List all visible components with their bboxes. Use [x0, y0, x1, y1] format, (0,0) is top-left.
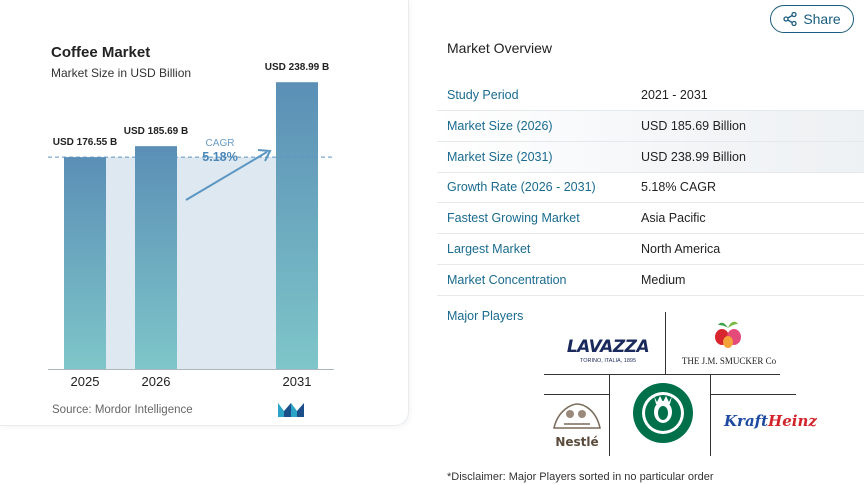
kraft-heinz-logo: KraftHeinz: [724, 412, 817, 430]
cagr-label: CAGR: [206, 138, 235, 149]
market-size-chart: USD 176.55 B USD 185.69 B USD 238.99 B 2025…: [48, 62, 334, 389]
overview-key[interactable]: Growth Rate (2026 - 2031): [447, 180, 596, 194]
divider: [609, 374, 610, 456]
overview-key[interactable]: Largest Market: [447, 242, 531, 256]
overview-value: North America: [641, 242, 721, 256]
overview-value: USD 238.99 Billion: [641, 150, 746, 164]
value-label-2031: USD 238.99 B: [265, 62, 329, 73]
overview-key[interactable]: Market Size (2031): [447, 150, 553, 164]
smucker-strawberry-icon: [715, 321, 741, 348]
overview-value: USD 185.69 Billion: [641, 119, 746, 133]
nestle-logo: Nestlé: [548, 398, 606, 450]
overview-value: 5.18% CAGR: [641, 180, 717, 194]
smucker-wordmark: THE J.M. SMUCKER Co: [681, 356, 777, 366]
tick-label-2031: 2031: [283, 374, 312, 389]
nestle-nest-icon: [553, 403, 601, 429]
overview-row: Market Size (2026) USD 185.69 Billion: [437, 111, 864, 142]
chart-source: Source: Mordor Intelligence: [52, 404, 193, 416]
overview-row: Growth Rate (2026 - 2031) 5.18% CAGR: [437, 172, 864, 203]
overview-key[interactable]: Market Size (2026): [447, 119, 553, 133]
chart-subtitle: Market Size in USD Billion: [51, 66, 192, 80]
kraft-wordmark: Kraft: [724, 412, 769, 430]
overview-row: Fastest Growing Market Asia Pacific: [437, 203, 864, 234]
cagr-arrowhead: [257, 149, 272, 162]
tick-label-2025: 2025: [71, 374, 100, 389]
chart-card: USD 176.55 B USD 185.69 B USD 238.99 B 2025…: [0, 0, 409, 426]
share-label: Share: [803, 11, 841, 27]
lavazza-tagline: TORINO, ITALIA, 1895: [579, 358, 637, 364]
cagr-arrow: [185, 151, 268, 201]
overview-row: Largest Market North America: [437, 234, 864, 265]
chart-title: Coffee Market: [51, 44, 151, 61]
overview-key[interactable]: Study Period: [447, 88, 519, 102]
major-players-label[interactable]: Major Players: [447, 309, 524, 323]
share-button[interactable]: Share: [770, 5, 854, 33]
overview-value: Asia Pacific: [641, 211, 706, 225]
divider: [544, 374, 780, 375]
value-label-2026: USD 185.69 B: [124, 126, 188, 137]
divider: [665, 312, 666, 374]
major-players-grid: LAVAZZA TORINO, ITALIA, 1895 THE J.M. SM…: [540, 312, 817, 462]
heinz-wordmark: Heinz: [768, 412, 817, 430]
overview-row: Market Concentration Medium: [437, 265, 864, 296]
divider: [544, 394, 610, 395]
mordor-intelligence-logo: [278, 403, 304, 417]
overview-row: Market Size (2031) USD 238.99 Billion: [437, 142, 864, 173]
lavazza-wordmark: LAVAZZA: [566, 337, 650, 357]
overview-value: Medium: [641, 273, 686, 287]
value-label-2025: USD 176.55 B: [53, 137, 117, 148]
bar-2026: [135, 146, 177, 369]
bar-2031: [276, 82, 318, 369]
overview-title: Market Overview: [447, 40, 553, 56]
tick-label-2026: 2026: [142, 374, 171, 389]
lavazza-logo: LAVAZZA TORINO, ITALIA, 1895: [562, 338, 654, 364]
starbucks-logo: [633, 383, 693, 443]
overview-row: Study Period 2021 - 2031: [437, 80, 864, 111]
overview-key[interactable]: Fastest Growing Market: [447, 211, 580, 225]
divider: [710, 374, 711, 456]
overview-key[interactable]: Market Concentration: [447, 273, 567, 287]
nestle-wordmark: Nestlé: [555, 435, 599, 449]
bar-2025: [64, 157, 106, 369]
share-icon: [783, 12, 797, 26]
divider: [710, 394, 796, 395]
disclaimer: *Disclaimer: Major Players sorted in no …: [447, 471, 714, 483]
overview-value: 2021 - 2031: [641, 88, 708, 102]
cagr-value: 5.18%: [202, 150, 237, 164]
